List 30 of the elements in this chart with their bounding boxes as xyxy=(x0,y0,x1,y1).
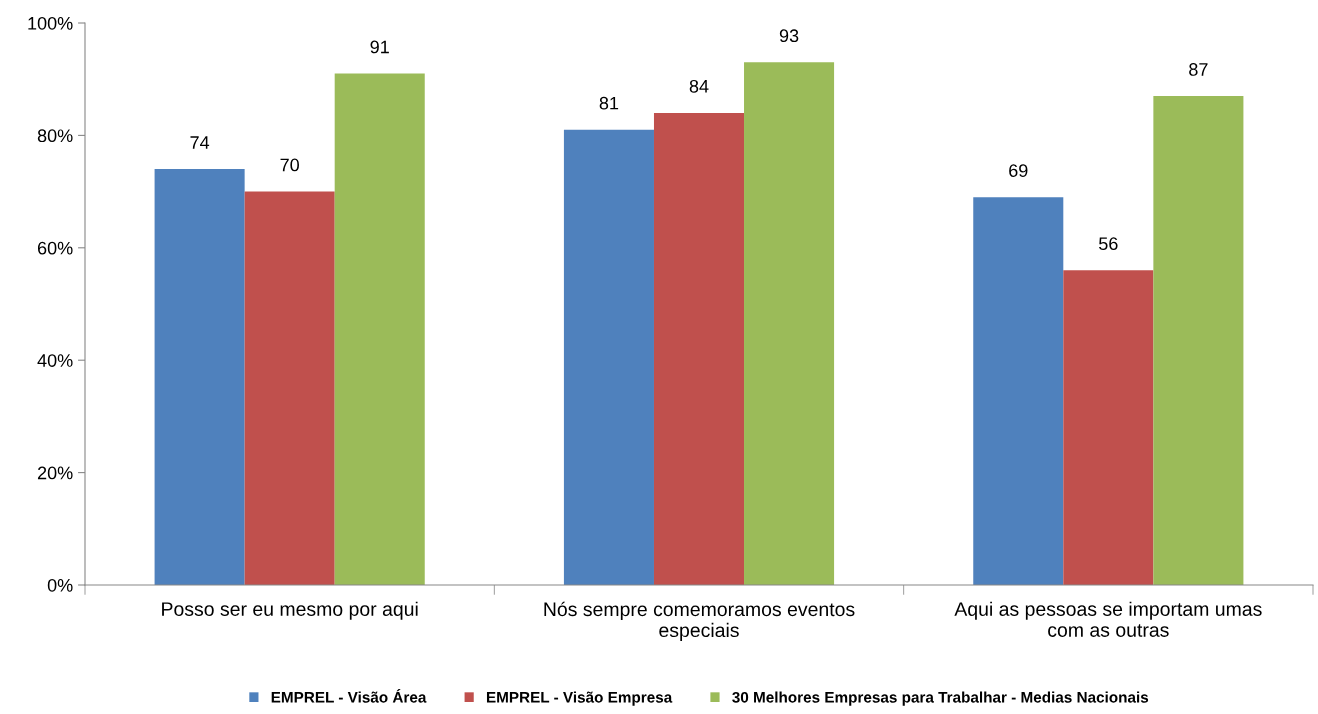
x-tick-label: Nós sempre comemoramos eventos especiais xyxy=(544,601,855,641)
y-tick-label: 40% xyxy=(37,354,73,367)
y-tick-label: 100% xyxy=(28,16,73,30)
y-tick-label: 60% xyxy=(37,241,73,255)
x-tick-label: Posso ser eu mesmo por aqui xyxy=(162,601,418,620)
data-label: 91 xyxy=(370,40,389,54)
legend-label: EMPREL - Visão Área xyxy=(271,689,427,703)
bar xyxy=(744,62,835,585)
y-tick-label: 20% xyxy=(37,466,73,480)
bar xyxy=(154,169,245,585)
legend-label: 30 Melhores Empresas para Trabalhar - Medias Nacionais xyxy=(732,691,1149,706)
legend-label: EMPREL - Visão Empresa xyxy=(486,691,673,706)
bar xyxy=(334,73,425,585)
data-label: 87 xyxy=(1189,63,1208,76)
data-label: 56 xyxy=(1099,237,1118,251)
bar xyxy=(653,112,745,585)
data-label: 69 xyxy=(1009,164,1028,177)
data-label: 84 xyxy=(689,79,709,93)
x-tick-label: Aqui as pessoas se importam umas com as outras xyxy=(954,601,1262,637)
bar xyxy=(563,129,654,585)
data-label: 74 xyxy=(190,136,210,149)
bar xyxy=(973,197,1064,585)
data-label: 93 xyxy=(779,29,799,43)
bar xyxy=(1153,96,1244,585)
data-label: 81 xyxy=(599,96,619,110)
bar xyxy=(244,191,335,585)
data-label: 70 xyxy=(280,158,299,172)
y-tick-label: 80% xyxy=(37,129,73,143)
bar xyxy=(1063,270,1154,585)
y-tick-label: 0% xyxy=(47,578,73,592)
